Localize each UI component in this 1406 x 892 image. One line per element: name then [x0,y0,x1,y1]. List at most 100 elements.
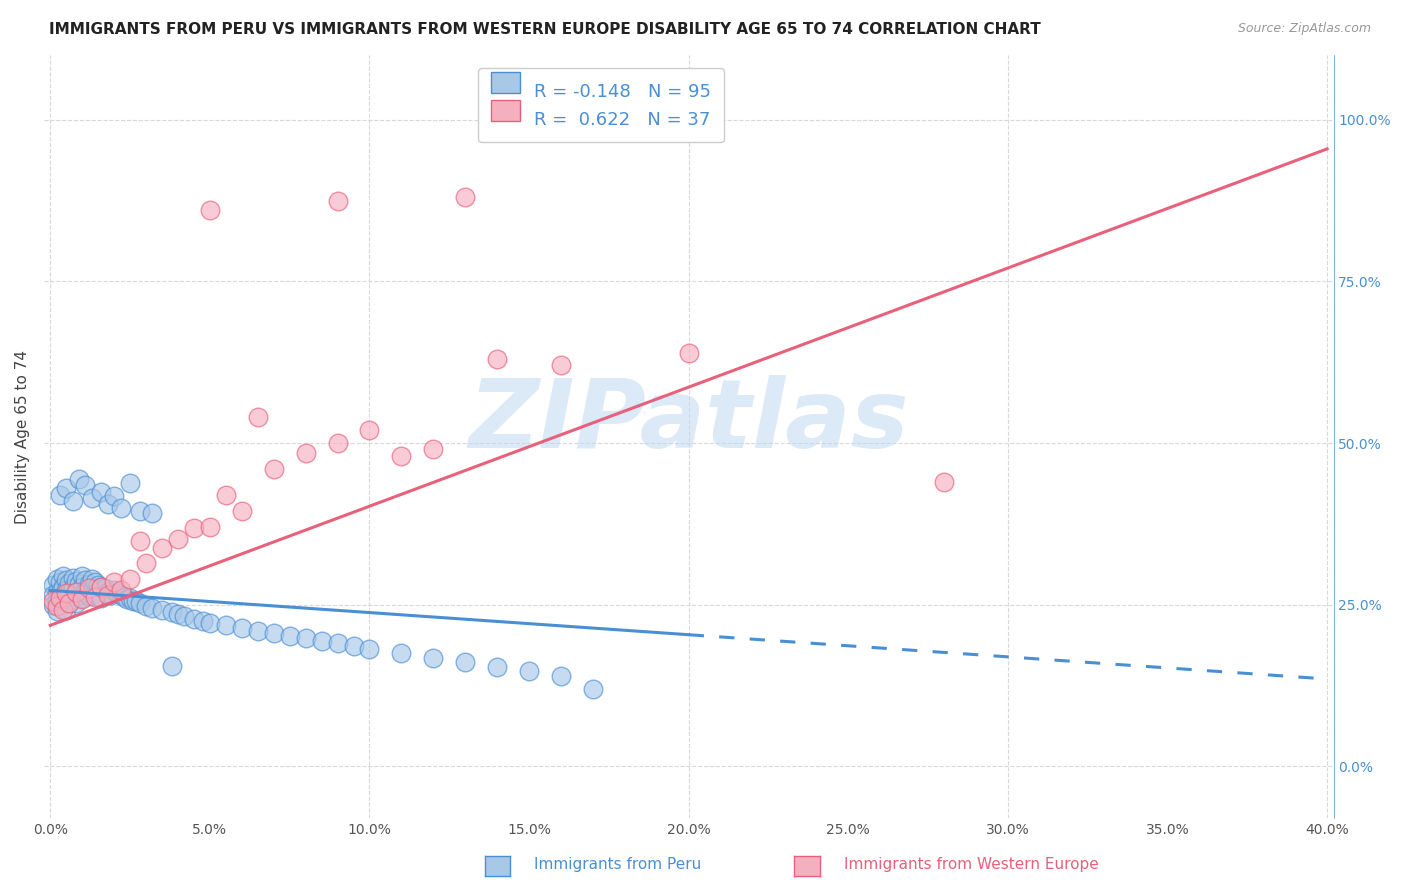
Point [215,618,238,632]
Point [103,583,125,598]
Point [77,589,100,603]
Point [183,612,205,626]
Point [198,615,221,630]
Point [110,500,132,515]
Point [486,351,509,366]
Point [65,584,87,599]
Point [77,582,100,596]
Point [67,577,90,591]
Text: Source: ZipAtlas.com: Source: ZipAtlas.com [1237,22,1371,36]
Point [90,484,112,499]
Point [294,446,316,460]
Point [110,583,132,598]
Point [198,520,221,534]
Point [58,596,80,610]
Point [55,603,77,617]
Point [58,586,80,600]
Point [49,584,72,599]
Point [45,572,67,586]
Point [167,607,190,622]
Point [231,621,253,635]
Point [77,577,100,591]
Point [42,598,65,612]
Point [198,203,221,218]
Point [52,580,75,594]
Point [90,591,112,606]
Point [75,478,97,492]
Point [70,568,93,582]
Point [67,588,90,602]
Point [486,659,509,673]
Point [311,633,333,648]
Point [193,614,215,628]
Point [55,592,77,607]
Point [120,591,142,606]
Point [52,568,75,582]
Point [246,624,269,638]
Point [105,586,128,600]
Point [62,581,84,595]
Point [141,506,163,520]
Point [125,594,148,608]
Point [45,599,67,613]
Point [97,588,120,602]
Point [122,594,145,608]
Point [326,194,349,208]
Point [103,489,125,503]
Point [65,584,87,599]
Point [45,594,67,608]
Point [326,436,349,450]
Point [97,498,120,512]
Point [84,574,107,589]
Point [215,488,238,502]
Point [62,570,84,584]
Point [62,592,84,607]
Point [422,442,444,457]
Point [80,583,103,598]
Point [70,592,93,607]
Point [342,639,364,653]
Text: Immigrants from Peru: Immigrants from Peru [534,857,702,872]
Point [678,345,700,359]
Point [141,600,163,615]
Point [120,476,142,491]
Point [49,488,72,502]
Point [150,541,173,555]
Point [80,572,103,586]
Point [103,574,125,589]
Point [231,504,253,518]
Point [582,681,605,696]
Point [49,591,72,606]
Point [120,572,142,586]
Point [55,582,77,597]
Y-axis label: Disability Age 65 to 74: Disability Age 65 to 74 [15,350,30,524]
Point [112,590,135,604]
Point [65,596,87,610]
Point [150,603,173,617]
Point [389,646,412,660]
Point [75,573,97,587]
Point [80,491,103,505]
Point [278,629,301,643]
Point [87,589,110,603]
Text: ZIPatlas: ZIPatlas [468,375,910,467]
Point [42,588,65,602]
Point [454,655,477,669]
Point [55,573,77,587]
Point [263,626,285,640]
Point [87,578,110,592]
Point [42,594,65,608]
Point [45,584,67,599]
Point [90,580,112,594]
Point [84,586,107,600]
Point [128,596,150,610]
Point [115,592,138,607]
Point [550,359,572,373]
Point [294,632,316,646]
Point [65,574,87,588]
Point [359,641,381,656]
Point [45,604,67,618]
Point [55,481,77,495]
Point [70,591,93,606]
Point [326,636,349,650]
